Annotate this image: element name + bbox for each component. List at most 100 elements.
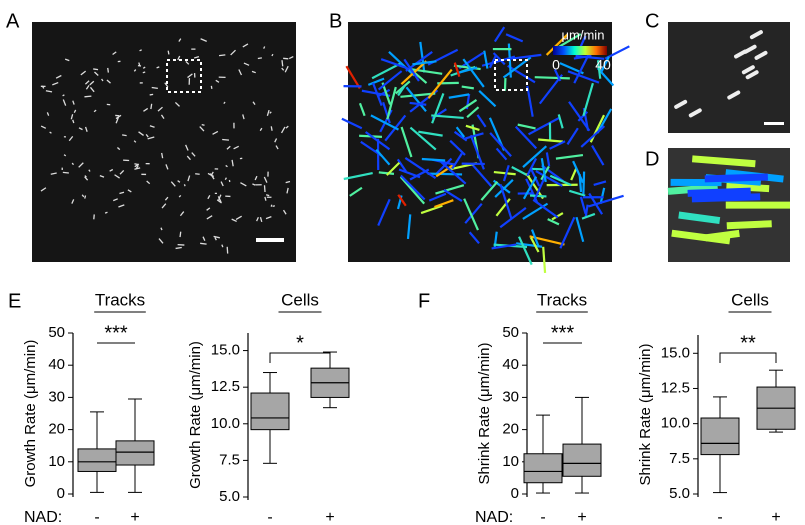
streak — [549, 174, 572, 187]
streak — [179, 231, 182, 238]
streak — [231, 159, 234, 167]
streak — [691, 155, 756, 168]
panel-label: E — [8, 290, 21, 312]
streak — [443, 188, 463, 202]
box — [562, 443, 602, 477]
zoom-box — [494, 59, 528, 91]
streak — [533, 176, 547, 201]
y-tick-label: 15.0 — [211, 342, 240, 359]
streak — [185, 60, 190, 65]
y-tick-label: 7.5 — [219, 451, 240, 468]
streak — [286, 187, 289, 194]
streak — [139, 49, 142, 52]
streak — [99, 175, 105, 178]
streak — [263, 176, 268, 183]
streak — [112, 51, 117, 56]
streak — [568, 189, 586, 197]
streak — [409, 126, 437, 151]
streak — [418, 130, 443, 137]
y-tick-label: 7.5 — [669, 450, 690, 467]
panel-label: A — [6, 10, 20, 32]
streak — [505, 53, 542, 61]
streak — [341, 117, 363, 130]
streak — [226, 145, 231, 150]
streak — [284, 65, 289, 73]
streak — [599, 187, 606, 204]
y-tick-label: 12.5 — [211, 378, 240, 395]
streak — [206, 207, 211, 211]
streak — [254, 175, 258, 181]
streak — [604, 45, 630, 60]
streak — [575, 216, 585, 243]
streak — [518, 236, 533, 266]
streak — [200, 242, 207, 245]
streak — [440, 161, 467, 185]
streak — [274, 138, 278, 143]
streak — [434, 199, 454, 209]
streak — [358, 102, 366, 117]
streak — [688, 108, 702, 118]
streak — [235, 215, 243, 221]
streak — [170, 181, 176, 187]
streak — [40, 187, 47, 192]
streak — [285, 125, 289, 129]
streak — [549, 140, 566, 150]
streak — [534, 76, 570, 80]
y-tick-label: 5.0 — [669, 485, 690, 502]
streak — [545, 152, 551, 167]
streak — [526, 85, 534, 117]
streak — [150, 103, 153, 110]
streak — [557, 114, 564, 129]
panel-label: D — [645, 148, 659, 170]
streak — [147, 136, 155, 140]
streak — [505, 33, 524, 43]
streak — [754, 50, 768, 60]
streak — [265, 194, 270, 197]
streak — [525, 172, 544, 200]
streak — [145, 134, 149, 138]
streak — [529, 236, 540, 253]
streak — [84, 126, 88, 132]
streak — [146, 180, 151, 185]
streak — [470, 163, 493, 188]
streak — [449, 139, 466, 156]
streak — [115, 116, 120, 124]
streak — [567, 70, 600, 84]
significance-bracket — [719, 352, 777, 363]
streak — [218, 54, 226, 57]
streak — [545, 33, 569, 56]
streak — [49, 131, 52, 134]
y-axis-label: Growth Rate (μm/min) — [187, 341, 204, 489]
streak — [256, 216, 259, 222]
y-tick-label: 10.0 — [211, 415, 240, 432]
streak — [404, 157, 437, 180]
streak — [104, 211, 108, 214]
streak — [179, 211, 185, 217]
streak — [187, 175, 191, 182]
streak — [46, 112, 50, 116]
streak — [114, 174, 120, 179]
streak — [541, 164, 564, 182]
streak — [199, 126, 205, 132]
streak — [71, 199, 75, 204]
streak — [119, 191, 125, 195]
streak — [118, 204, 125, 208]
image-a — [32, 22, 296, 262]
streak — [214, 237, 217, 241]
streak — [70, 114, 74, 120]
streak — [514, 125, 538, 150]
streak — [726, 220, 772, 230]
streak — [687, 187, 751, 197]
streak — [405, 86, 427, 112]
streak — [138, 131, 144, 136]
streak — [216, 199, 222, 204]
streak — [530, 229, 540, 248]
streak — [55, 74, 62, 79]
streak — [419, 41, 426, 73]
streak — [581, 212, 596, 220]
streak — [428, 192, 447, 202]
streak — [553, 69, 562, 82]
streak — [207, 195, 211, 200]
significance-bracket — [269, 352, 331, 363]
streak — [223, 101, 226, 105]
